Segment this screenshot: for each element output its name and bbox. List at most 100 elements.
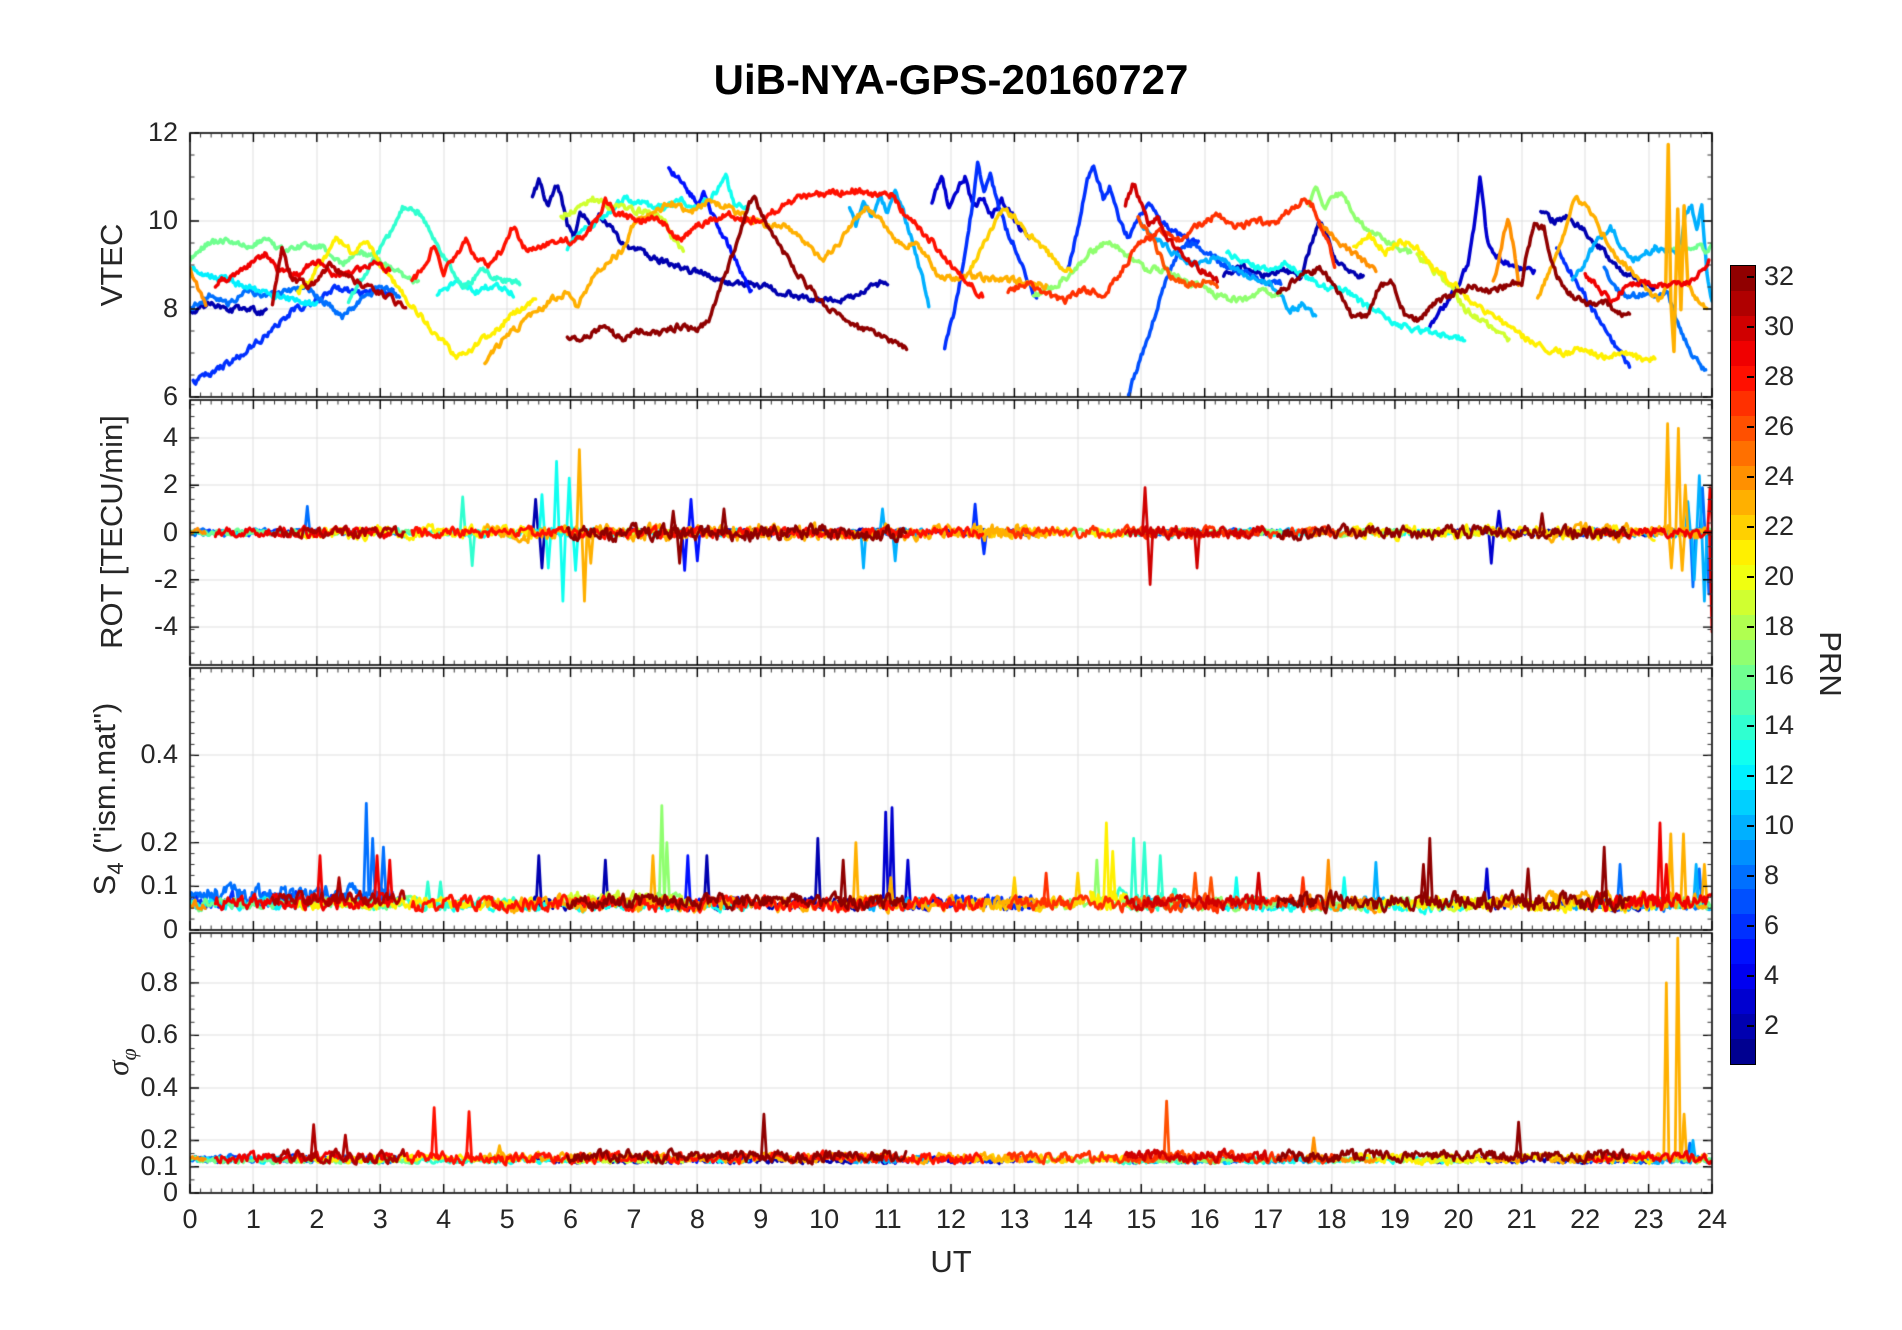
colorbar-block [1731, 665, 1755, 690]
colorbar-block [1731, 565, 1755, 591]
chart-title: UiB-NYA-GPS-20160727 [713, 56, 1189, 103]
colorbar-block [1731, 615, 1755, 641]
y-tick-label: -2 [153, 563, 178, 594]
y-tick-label: 2 [162, 469, 178, 500]
x-tick-label: 15 [1126, 1204, 1157, 1234]
x-tick-label: 1 [245, 1204, 261, 1234]
colorbar-tick [1747, 426, 1754, 429]
x-tick-label: 18 [1316, 1204, 1347, 1234]
colorbar-block [1731, 365, 1755, 391]
colorbar-tick-label: 20 [1764, 560, 1795, 591]
y-axis-label-sigma-phi: σφ [100, 1048, 141, 1076]
colorbar-block [1731, 914, 1755, 940]
y-tick-label: 6 [162, 381, 178, 411]
colorbar-block [1731, 939, 1755, 965]
y-tick-label: 0.8 [140, 966, 178, 997]
colorbar-block [1731, 266, 1755, 291]
x-tick-label: 7 [626, 1204, 642, 1234]
x-tick-label: 14 [1062, 1204, 1093, 1234]
colorbar-axis-label: PRN [1813, 631, 1848, 697]
colorbar-tick [1747, 974, 1754, 977]
y-tick-label: 0 [162, 1177, 178, 1207]
colorbar-tick-label: 4 [1764, 959, 1780, 990]
colorbar-block [1731, 864, 1755, 890]
colorbar-tick-label: 16 [1764, 660, 1795, 691]
colorbar-tick [1747, 924, 1754, 927]
colorbar-tick [1747, 1024, 1754, 1027]
colorbar-tick-label: 10 [1764, 810, 1795, 841]
colorbar-block [1731, 290, 1755, 316]
colorbar-tick-label: 26 [1764, 411, 1795, 442]
colorbar-block [1731, 490, 1755, 516]
colorbar-tick [1747, 675, 1754, 678]
x-tick-label: 13 [999, 1204, 1030, 1234]
colorbar-tick [1747, 825, 1754, 828]
x-tick-label: 20 [1443, 1204, 1474, 1234]
y-tick-label: 0.1 [140, 1150, 178, 1181]
colorbar-tick [1747, 725, 1754, 728]
colorbar-tick-label: 2 [1764, 1009, 1780, 1040]
x-tick-label: 23 [1633, 1204, 1664, 1234]
y-tick-label: 0 [162, 914, 178, 944]
colorbar-block [1731, 964, 1755, 990]
colorbar-block [1731, 714, 1755, 740]
y-tick-label: 0.4 [140, 1071, 178, 1102]
colorbar-tick [1747, 625, 1754, 628]
x-tick-label: 9 [753, 1204, 769, 1234]
x-tick-label: 5 [499, 1204, 515, 1234]
colorbar-block [1731, 789, 1755, 815]
colorbar-tick-label: 22 [1764, 510, 1795, 541]
x-tick-label: 3 [372, 1204, 388, 1234]
x-tick-label: 4 [436, 1204, 452, 1234]
colorbar-tick [1747, 326, 1754, 329]
colorbar [1730, 265, 1756, 1065]
colorbar-block [1731, 889, 1755, 915]
x-tick-label: 0 [182, 1204, 198, 1234]
y-tick-label: 0.2 [140, 826, 178, 857]
colorbar-block [1731, 465, 1755, 491]
colorbar-block [1731, 515, 1755, 541]
colorbar-tick-label: 14 [1764, 710, 1795, 741]
colorbar-tick-label: 6 [1764, 909, 1780, 940]
x-tick-label: 11 [873, 1204, 902, 1234]
colorbar-tick-label: 24 [1764, 460, 1795, 491]
x-tick-label: 6 [562, 1204, 579, 1234]
colorbar-block [1731, 739, 1755, 765]
colorbar-tick-label: 18 [1764, 610, 1795, 641]
colorbar-block [1731, 590, 1755, 616]
colorbar-block [1731, 989, 1755, 1015]
x-axis-label: UT [930, 1244, 972, 1279]
colorbar-tick [1747, 376, 1754, 379]
colorbar-tick-label: 8 [1764, 859, 1780, 890]
x-tick-label: 12 [935, 1204, 967, 1234]
colorbar-block [1731, 315, 1755, 341]
x-tick-label: 21 [1506, 1204, 1537, 1234]
colorbar-tick-label: 30 [1764, 311, 1795, 342]
x-tick-label: 16 [1189, 1204, 1220, 1234]
colorbar-block [1731, 689, 1755, 715]
y-tick-label: 0.6 [140, 1019, 178, 1050]
colorbar-tick [1747, 475, 1754, 478]
colorbar-tick [1747, 575, 1754, 578]
colorbar-block [1731, 540, 1755, 566]
x-tick-label: 8 [689, 1204, 705, 1234]
y-tick-label: -4 [153, 611, 178, 642]
x-tick-label: 22 [1570, 1204, 1601, 1234]
y-tick-label: 12 [147, 117, 178, 147]
x-tick-label: 17 [1253, 1204, 1284, 1234]
colorbar-block [1731, 390, 1755, 416]
y-tick-label: 10 [147, 205, 178, 235]
colorbar-block [1731, 415, 1755, 441]
colorbar-tick [1747, 525, 1754, 528]
colorbar-tick [1747, 276, 1754, 279]
x-tick-label: 24 [1696, 1204, 1728, 1234]
x-tick-label: 19 [1379, 1204, 1410, 1234]
y-tick-label: 0.2 [140, 1124, 178, 1155]
colorbar-block [1731, 440, 1755, 466]
x-tick-label: 10 [809, 1204, 840, 1234]
colorbar-tick-label: 12 [1764, 760, 1795, 791]
colorbar-block [1731, 839, 1755, 865]
colorbar-tick-label: 28 [1764, 361, 1795, 392]
